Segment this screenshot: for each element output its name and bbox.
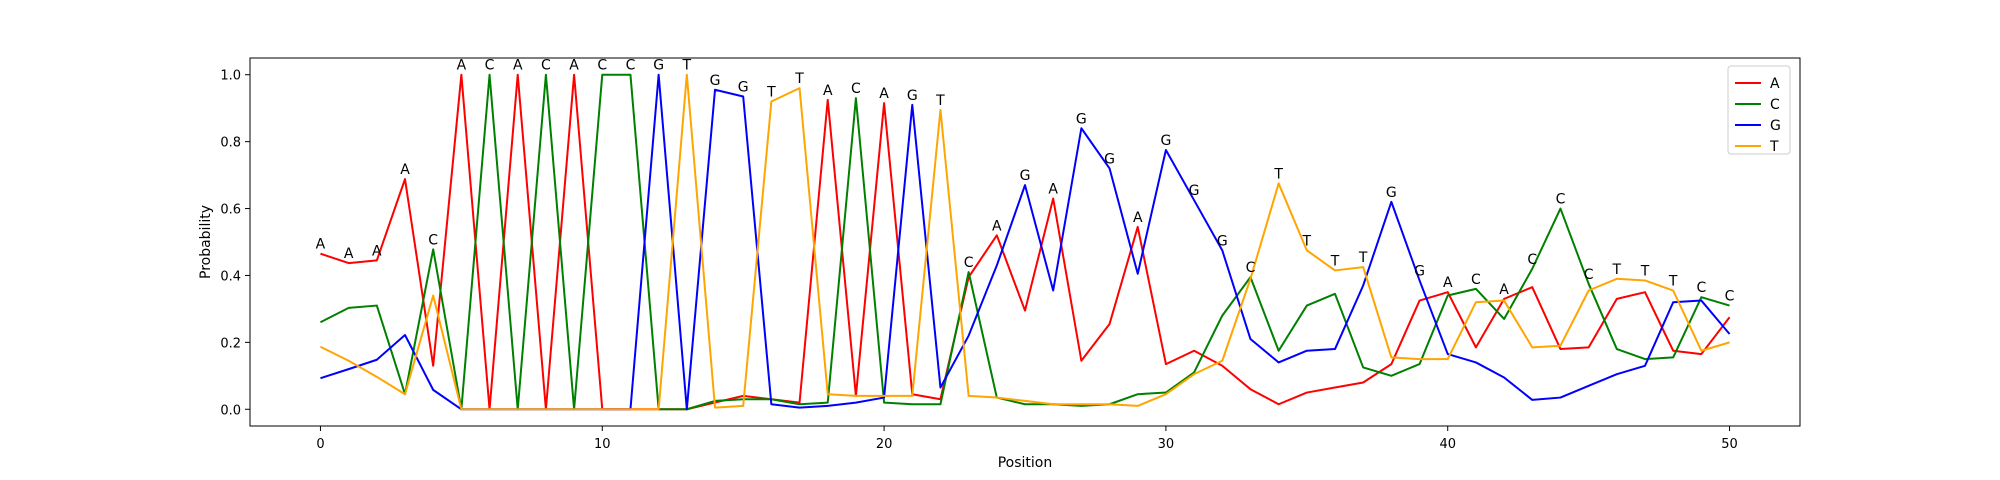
- point-label: G: [1386, 185, 1397, 201]
- point-label: T: [1330, 253, 1340, 269]
- x-tick-label: 40: [1439, 437, 1456, 452]
- legend-label: C: [1770, 97, 1780, 113]
- point-label: G: [738, 79, 749, 95]
- x-tick-label: 0: [316, 437, 324, 452]
- point-label: T: [1640, 263, 1650, 279]
- x-tick-label: 10: [594, 437, 611, 452]
- point-label: C: [964, 255, 974, 271]
- y-tick-label: 0.8: [220, 136, 241, 151]
- point-label: A: [513, 58, 523, 74]
- point-label: T: [766, 84, 776, 100]
- point-label: G: [1189, 183, 1200, 199]
- legend-label: T: [1769, 139, 1779, 155]
- point-label: A: [372, 243, 382, 259]
- point-label: G: [907, 88, 918, 104]
- series-line-C: [319, 73, 1730, 411]
- point-label: A: [344, 246, 354, 262]
- point-label: C: [1725, 289, 1735, 305]
- point-label: G: [1104, 151, 1115, 167]
- point-label: C: [428, 232, 438, 248]
- point-label: C: [626, 58, 636, 74]
- legend-label: G: [1770, 118, 1781, 134]
- point-labels: A A A A C A C A C A C C G T G G T T A C A G T C A G A G G A G G G C T T T T G G…: [316, 58, 1735, 305]
- point-label: C: [1584, 267, 1594, 283]
- point-label: A: [1048, 182, 1058, 198]
- x-tick-label: 20: [876, 437, 893, 452]
- point-label: A: [316, 237, 326, 253]
- point-label: T: [794, 71, 804, 87]
- y-tick-label: 0.2: [220, 336, 241, 351]
- y-tick-label: 0.0: [220, 403, 241, 418]
- y-tick-label: 0.4: [220, 269, 241, 284]
- point-label: A: [823, 83, 833, 99]
- point-label: C: [485, 58, 495, 74]
- axes-frame: [249, 57, 1801, 427]
- point-label: T: [1612, 262, 1622, 278]
- point-label: T: [682, 58, 692, 74]
- point-label: T: [1273, 166, 1283, 182]
- y-axis-label: Probability: [198, 205, 214, 279]
- series-line-A: [320, 73, 1731, 411]
- legend-label: A: [1770, 76, 1780, 92]
- y-tick-label: 0.6: [220, 203, 241, 218]
- point-label: G: [1414, 263, 1425, 279]
- point-label: A: [879, 86, 889, 102]
- point-label: C: [1527, 252, 1537, 268]
- series-line-T: [320, 73, 1730, 411]
- point-label: C: [597, 58, 607, 74]
- point-label: C: [851, 81, 861, 97]
- plot-lines: [319, 73, 1731, 411]
- point-label: T: [935, 93, 945, 109]
- y-axis-ticks: 0.0 0.2 0.4 0.6 0.8 1.0: [220, 69, 250, 418]
- point-label: G: [1076, 111, 1087, 127]
- point-label: C: [1696, 280, 1706, 296]
- point-label: A: [400, 162, 410, 178]
- point-label: G: [653, 58, 664, 74]
- point-label: G: [1160, 133, 1171, 149]
- point-label: T: [1668, 274, 1678, 290]
- point-label: C: [1246, 260, 1256, 276]
- x-tick-label: 30: [1158, 437, 1175, 452]
- point-label: G: [1217, 233, 1228, 249]
- point-label: A: [457, 58, 467, 74]
- x-axis-ticks: 0 10 20 30 40 50: [316, 426, 1738, 452]
- x-axis-label: Position: [998, 455, 1053, 471]
- point-label: G: [1020, 168, 1031, 184]
- point-label: C: [1471, 272, 1481, 288]
- point-label: A: [1133, 210, 1143, 226]
- point-label: A: [569, 58, 579, 74]
- point-label: C: [541, 58, 551, 74]
- point-label: C: [1556, 192, 1566, 208]
- legend-box: [1727, 65, 1791, 155]
- point-label: A: [1499, 282, 1509, 298]
- point-label: T: [1358, 250, 1368, 266]
- point-label: G: [710, 73, 721, 89]
- point-label: A: [992, 218, 1002, 234]
- y-tick-label: 1.0: [220, 69, 241, 84]
- point-label: A: [1443, 275, 1453, 291]
- x-tick-label: 50: [1721, 437, 1738, 452]
- point-label: T: [1302, 233, 1312, 249]
